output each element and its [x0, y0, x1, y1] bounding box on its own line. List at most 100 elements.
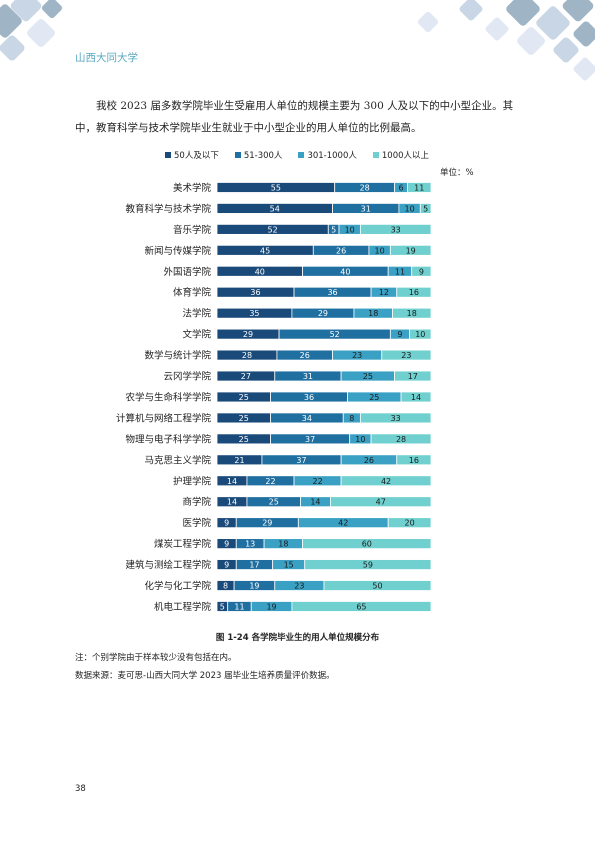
category-label: 美术学院: [173, 182, 212, 194]
category-label: 文学院: [182, 329, 211, 341]
bar-value-label: 45: [260, 246, 270, 255]
bar-value-label: 14: [227, 498, 237, 507]
bar-segment: [381, 349, 432, 361]
bar-value-label: 18: [407, 309, 417, 318]
bar-value-label: 42: [338, 519, 348, 528]
source-text: 数据来源：麦可思-山西大同大学 2023 届毕业生培养质量评价数据。: [75, 671, 335, 681]
bar-value-label: 17: [408, 372, 418, 381]
legend-label: 301-1000人: [307, 151, 357, 161]
bar-value-label: 33: [391, 225, 401, 234]
bar-value-label: 27: [241, 372, 251, 381]
intro-paragraph: 我校 2023 届多数学院毕业生受雇用人单位的规模主要为 300 人及以下的中小…: [75, 100, 514, 134]
bar-value-label: 37: [296, 456, 306, 465]
category-label: 化学与化工学院: [144, 580, 211, 592]
bar-segment: [370, 433, 432, 445]
category-label: 体育学院: [173, 287, 212, 299]
bar-segment: [387, 517, 432, 529]
bar-value-label: 26: [336, 246, 346, 255]
bar-value-label: 29: [318, 309, 328, 318]
legend-item: 50人及以下: [165, 149, 219, 161]
category-label: 数学与统计学院: [144, 350, 211, 362]
bar-value-label: 10: [375, 246, 385, 255]
legend-label: 51-300人: [243, 151, 283, 161]
bar-value-label: 26: [364, 456, 374, 465]
bar-value-label: 16: [409, 288, 419, 297]
bar-value-label: 33: [391, 414, 401, 423]
bar-value-label: 28: [360, 183, 370, 192]
bar-value-label: 10: [355, 435, 365, 444]
bar-value-label: 14: [227, 477, 237, 486]
bar-value-label: 28: [396, 435, 406, 444]
bar-value-label: 5: [423, 204, 428, 213]
bar-value-label: 42: [381, 477, 391, 486]
bar-value-label: 40: [340, 267, 350, 276]
legend-swatch: [234, 152, 241, 158]
bar-value-label: 17: [249, 561, 259, 570]
bar-value-label: 25: [239, 414, 249, 423]
bar-segment: [411, 265, 432, 277]
bar-value-label: 31: [361, 204, 371, 213]
bar-segment: [407, 182, 432, 193]
bar-value-label: 14: [310, 498, 320, 507]
bar-segment: [396, 286, 432, 298]
bar-value-label: 35: [249, 309, 259, 318]
category-label: 外国语学院: [163, 266, 211, 278]
bar-segment: [392, 307, 432, 319]
legend-item: 51-300人: [234, 149, 283, 161]
bar-value-label: 25: [239, 435, 249, 444]
figure-caption: 图 1-24 各学院毕业生的用人单位规模分布: [215, 633, 380, 643]
category-label: 马克思主义学院: [144, 454, 211, 466]
category-label: 农学与生命科学学院: [125, 391, 211, 403]
page-number: 38: [75, 784, 86, 794]
bar-value-label: 12: [379, 288, 389, 297]
legend-item: 301-1000人: [298, 149, 357, 161]
header-left-tiles: [0, 0, 63, 61]
bar-value-label: 19: [249, 582, 259, 591]
bar-value-label: 36: [250, 288, 260, 297]
unit-label: 单位：%: [440, 168, 474, 178]
category-label: 机电工程学院: [154, 601, 212, 612]
bar-segment: [389, 244, 432, 256]
bar-value-label: 5: [331, 225, 336, 234]
category-label: 新闻与传媒学院: [144, 245, 211, 257]
category-label: 煤炭工程学院: [154, 538, 212, 550]
bar-value-label: 25: [363, 372, 373, 381]
header-decoration: [0, 0, 595, 81]
bar-segment: [394, 370, 432, 382]
category-label: 护理学院: [173, 475, 212, 487]
category-label: 商学院: [182, 496, 211, 508]
bar-value-label: 8: [349, 414, 354, 423]
bar-value-label: 40: [255, 267, 265, 276]
bar-value-label: 18: [278, 540, 288, 549]
bar-value-label: 23: [352, 351, 362, 360]
bar-value-label: 52: [330, 330, 340, 339]
bar-value-label: 18: [368, 309, 378, 318]
bar-value-label: 36: [327, 288, 337, 297]
bar-value-label: 11: [414, 183, 424, 192]
legend-label: 50人及以下: [174, 151, 219, 161]
bar-value-label: 26: [300, 351, 310, 360]
legend-swatch: [372, 152, 379, 158]
bar-segment: [419, 203, 432, 214]
school-name: 山西大同大学: [75, 52, 138, 64]
category-label: 物理与电子科学学院: [125, 433, 211, 445]
category-label: 医学院: [182, 517, 211, 529]
bar-segment: [359, 412, 432, 424]
bar-value-label: 9: [397, 330, 402, 339]
bar-value-label: 5: [220, 602, 225, 611]
bar-segment: [304, 559, 432, 570]
bar-value-label: 13: [245, 540, 255, 549]
bar-value-label: 21: [234, 456, 244, 465]
bar-value-label: 37: [305, 435, 315, 444]
bar-value-label: 9: [224, 519, 229, 528]
bar-segment: [302, 538, 432, 550]
bar-segment: [330, 496, 432, 508]
bar-value-label: 52: [268, 225, 278, 234]
chart-legend: 50人及以下 51-300人 301-1000人 1000人以上: [165, 148, 445, 162]
bar-value-label: 11: [395, 267, 405, 276]
category-label: 法学院: [182, 308, 211, 320]
bar-value-label: 22: [265, 477, 275, 486]
bar-value-label: 9: [224, 540, 229, 549]
bar-value-label: 29: [243, 330, 253, 339]
